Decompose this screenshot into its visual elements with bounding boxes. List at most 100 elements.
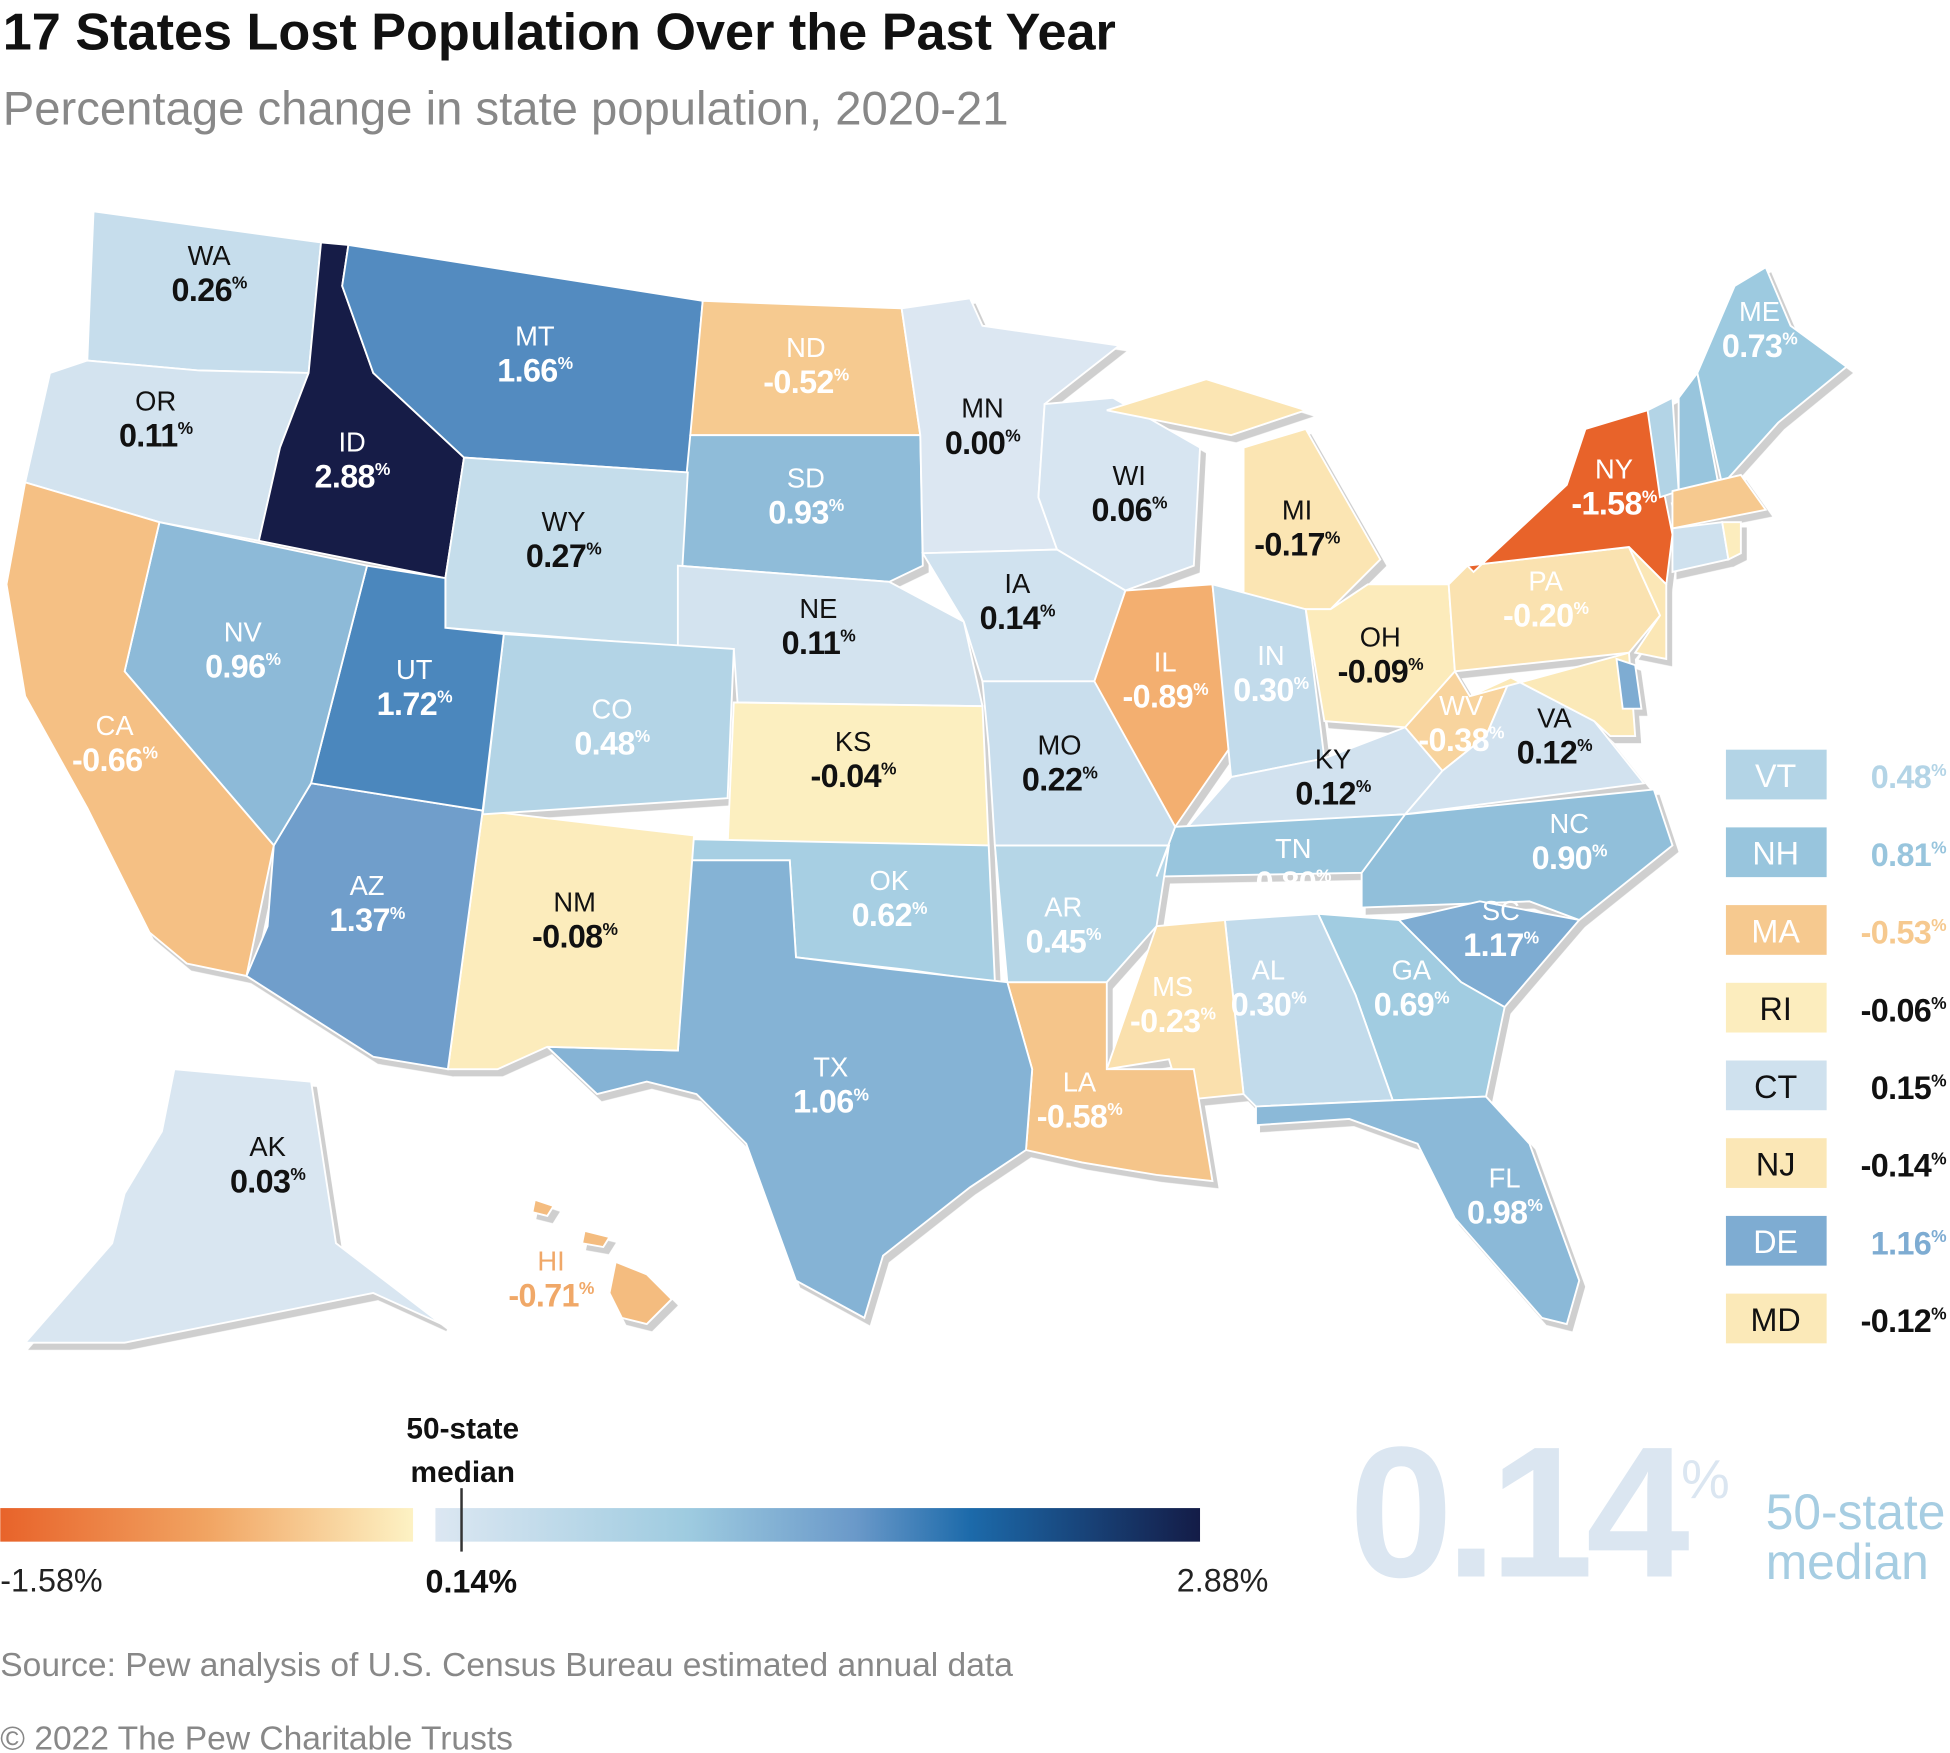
state-label-id: ID2.88% (315, 426, 391, 494)
state-abbr: NE (799, 593, 837, 624)
state-ak[interactable] (23, 1068, 443, 1344)
page-title: 17 States Lost Population Over the Past … (3, 4, 1116, 62)
state-abbr: ME (1739, 296, 1780, 327)
state-hi[interactable] (581, 1229, 611, 1249)
state-abbr: IL (1154, 646, 1177, 677)
state-md[interactable] (1469, 651, 1637, 737)
state-tx[interactable] (544, 859, 1034, 1320)
state-value: 0.96% (205, 649, 280, 685)
state-abbr: CA (96, 710, 135, 741)
state-value: 0.73% (1722, 328, 1797, 364)
state-abbr: FL (1489, 1162, 1521, 1193)
state-abbr: LA (1063, 1067, 1097, 1098)
small-state-swatch (1725, 749, 1827, 800)
color-legend: 50-state median -1.58% 0.14% 2.88% (0, 1412, 1268, 1600)
state-label-mi: MI-0.17% (1254, 495, 1340, 563)
state-labels: WA0.26%OR0.11% ID2.88%MT1.66%ND-0.52%MN0.… (72, 240, 1798, 1314)
state-abbr: NY (1595, 454, 1633, 485)
state-value: 0.93% (768, 494, 843, 530)
state-label-tx: TX1.06% (793, 1052, 869, 1120)
state-label-ar: AR0.45% (1026, 891, 1102, 959)
state-ma[interactable] (1671, 473, 1768, 530)
state-nc[interactable] (1360, 788, 1674, 922)
state-value: -0.71% (508, 1278, 594, 1314)
state-az[interactable] (245, 782, 484, 1071)
state-shapes (5, 210, 1849, 1344)
callout-value: 0.14 (1349, 1407, 1689, 1616)
state-abbr: WY (541, 506, 585, 537)
state-hi[interactable] (608, 1260, 673, 1326)
state-label-az: AZ1.37% (329, 870, 405, 938)
state-mo[interactable] (981, 680, 1177, 877)
state-abbr: OK (869, 865, 909, 896)
state-label-ks: KS-0.04% (810, 726, 896, 794)
small-state-vt: VT 0.48% (1725, 749, 1947, 800)
callout-label-2: median (1766, 1534, 1929, 1590)
state-value: -0.89% (1123, 678, 1209, 714)
state-abbr: UT (396, 654, 433, 685)
small-state-swatch (1725, 982, 1827, 1033)
state-ct[interactable] (1671, 521, 1730, 574)
state-label-mn: MN0.00% (945, 393, 1021, 461)
small-state-abbr: VT (1755, 758, 1796, 794)
state-me[interactable] (1696, 265, 1849, 487)
small-state-value: 0.81% (1871, 837, 1946, 873)
state-label-sc: SC1.17% (1463, 895, 1539, 963)
small-states-legend: VT 0.48% NH 0.81% MA -0.53% RI -0.06% CT 0.15% NJ -… (1725, 749, 1947, 1344)
state-abbr: SC (1482, 895, 1520, 926)
small-state-abbr: MA (1751, 913, 1800, 949)
state-value: 2.88% (315, 458, 390, 494)
state-label-me: ME0.73% (1722, 296, 1798, 364)
state-label-sd: SD0.93% (768, 462, 844, 530)
state-label-ny: NY-1.58% (1571, 454, 1657, 522)
state-abbr: HI (537, 1246, 564, 1277)
state-abbr: MI (1282, 495, 1312, 526)
state-value: 0.11% (119, 417, 193, 453)
state-abbr: MT (515, 321, 555, 352)
small-state-value: 1.16% (1871, 1225, 1946, 1261)
small-state-abbr: RI (1760, 991, 1792, 1027)
state-abbr: MO (1038, 730, 1082, 761)
state-label-ne: NE0.11% (782, 593, 856, 661)
state-abbr: MN (961, 393, 1004, 424)
state-value: 0.12% (1517, 734, 1592, 770)
median-callout: 0.14 % 50-state median (1349, 1407, 1945, 1616)
state-value: 1.72% (377, 686, 452, 722)
state-ca[interactable] (5, 481, 275, 978)
state-de[interactable] (1615, 657, 1643, 710)
state-abbr: NC (1550, 808, 1590, 839)
state-ri[interactable] (1721, 521, 1742, 561)
small-state-swatch (1725, 905, 1827, 955)
legend-negative-bar (0, 1508, 414, 1542)
small-state-ma: MA -0.53% (1725, 905, 1947, 955)
state-value: 0.27% (526, 538, 601, 574)
state-value: -0.66% (72, 742, 158, 778)
small-state-value: -0.12% (1861, 1303, 1947, 1339)
state-label-mt: MT1.66% (497, 321, 573, 389)
small-state-abbr: MD (1751, 1302, 1801, 1338)
small-state-abbr: NJ (1756, 1147, 1796, 1183)
state-label-nc: NC0.90% (1532, 808, 1608, 876)
state-value: 0.69% (1374, 987, 1449, 1023)
state-label-il: IL-0.89% (1123, 646, 1209, 714)
state-label-ut: UT1.72% (377, 654, 453, 722)
state-nj[interactable] (1628, 546, 1668, 661)
state-value: 0.14% (980, 600, 1055, 636)
state-fl[interactable] (1255, 1095, 1581, 1326)
state-abbr: KS (835, 726, 871, 757)
state-label-tn: TN0.80% (1256, 833, 1332, 901)
state-abbr: OH (1360, 621, 1401, 652)
state-mi[interactable] (1242, 427, 1382, 611)
state-label-pa: PA-0.20% (1503, 566, 1589, 634)
state-label-ok: OK0.62% (852, 865, 928, 933)
state-hi[interactable] (531, 1198, 555, 1217)
state-label-oh: OH-0.09% (1338, 621, 1424, 689)
state-mi[interactable] (1106, 378, 1309, 437)
state-abbr: IN (1257, 640, 1284, 671)
state-label-fl: FL0.98% (1467, 1162, 1543, 1230)
source-note: Source: Pew analysis of U.S. Census Bure… (0, 1647, 1013, 1684)
state-label-nm: NM-0.08% (532, 886, 618, 954)
state-label-va: VA0.12% (1517, 702, 1593, 770)
state-value: 1.37% (329, 902, 404, 938)
